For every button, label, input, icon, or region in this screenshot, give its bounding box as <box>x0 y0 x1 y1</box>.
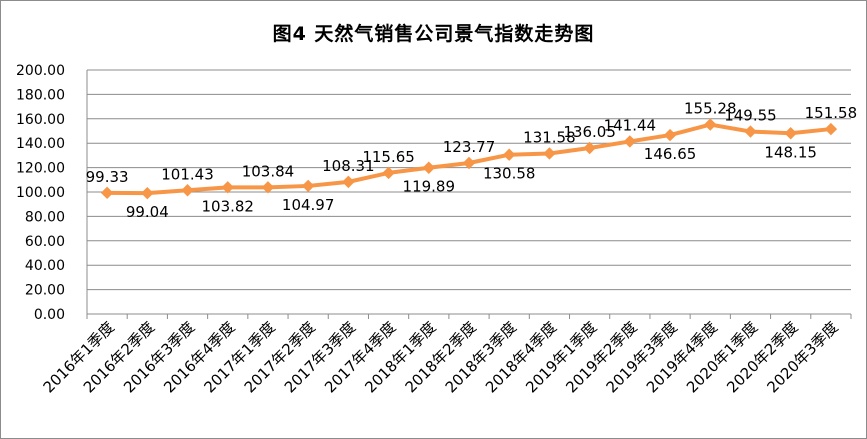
data-label: 151.58 <box>805 104 858 122</box>
data-point-marker <box>784 127 797 140</box>
y-tick-label: 60.00 <box>25 234 65 250</box>
data-label: 108.31 <box>322 157 375 175</box>
y-tick-label: 160.00 <box>16 112 65 128</box>
data-point-marker <box>583 141 596 155</box>
y-tick-label: 180.00 <box>16 87 65 103</box>
data-point-marker <box>663 128 677 142</box>
data-label: 149.55 <box>724 107 777 125</box>
data-point-marker <box>623 135 637 148</box>
chart-title: 图4 天然气销售公司景气指数走势图 <box>272 23 595 45</box>
y-tick-label: 40.00 <box>25 258 65 274</box>
data-point-marker <box>462 156 476 170</box>
data-label: 155.28 <box>684 100 737 118</box>
data-label: 115.65 <box>362 148 415 166</box>
data-label: 123.77 <box>443 138 496 156</box>
data-point-marker <box>221 181 234 194</box>
y-tick-label: 120.00 <box>16 161 65 177</box>
y-tick-label: 200.00 <box>16 63 65 79</box>
data-point-marker <box>141 186 154 200</box>
data-point-marker <box>824 122 838 136</box>
data-label: 99.33 <box>86 168 129 186</box>
data-point-marker <box>704 118 717 131</box>
y-tick-label: 100.00 <box>16 185 65 201</box>
data-point-marker <box>301 179 315 193</box>
data-label: 146.65 <box>644 145 697 163</box>
data-label: 141.44 <box>604 116 657 134</box>
data-point-marker <box>342 175 355 189</box>
data-label: 103.82 <box>201 197 254 215</box>
data-point-marker <box>100 186 114 200</box>
y-tick-label: 0.00 <box>34 307 65 323</box>
data-point-marker <box>382 166 395 180</box>
data-point-marker <box>744 125 757 138</box>
y-tick-label: 80.00 <box>25 209 65 225</box>
y-tick-label: 140.00 <box>16 136 65 152</box>
y-tick-label: 20.00 <box>25 283 65 299</box>
data-point-marker <box>261 181 275 194</box>
data-label: 130.58 <box>483 165 536 183</box>
data-label: 99.04 <box>126 203 169 221</box>
data-point-marker <box>422 161 435 174</box>
data-label: 104.97 <box>282 196 335 214</box>
data-point-marker <box>181 184 194 197</box>
data-label: 131.58 <box>523 128 576 146</box>
data-label: 119.89 <box>403 178 456 196</box>
x-tick-label: 2020年3季度 <box>763 318 841 396</box>
data-point-marker <box>543 147 556 160</box>
data-label: 101.43 <box>161 165 214 183</box>
data-label: 103.84 <box>242 162 295 180</box>
data-label: 136.05 <box>563 123 616 141</box>
data-label: 148.15 <box>764 143 817 161</box>
data-point-marker <box>503 148 516 161</box>
